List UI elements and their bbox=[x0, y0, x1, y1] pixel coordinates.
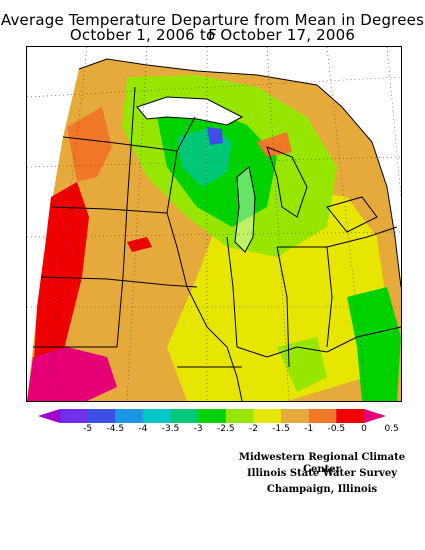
scale-swatch bbox=[115, 409, 144, 423]
credit-survey: Illinois State Water Survey bbox=[246, 468, 398, 479]
scale-tick-label: -1.5 bbox=[272, 424, 290, 434]
scale-arrow-min bbox=[38, 409, 60, 423]
lake-outlines bbox=[136, 96, 378, 253]
scale-tick-label: -2 bbox=[248, 424, 258, 434]
zone-magenta bbox=[27, 347, 117, 401]
zone-orange-ne bbox=[257, 132, 292, 157]
scale-tick-label: -4.5 bbox=[106, 424, 125, 434]
zone-red-spot bbox=[127, 237, 152, 252]
scale-swatch bbox=[308, 409, 337, 423]
scale-swatch bbox=[60, 409, 89, 423]
credit-organization: Midwestern Regional Climate Center bbox=[238, 452, 406, 475]
graticule bbox=[27, 47, 401, 401]
scale-swatch bbox=[142, 409, 172, 423]
map-title: Average Temperature Departure from Mean … bbox=[0, 11, 425, 44]
zone-green-se bbox=[347, 287, 401, 401]
scale-swatch bbox=[281, 409, 310, 423]
scale-tick-label: -5 bbox=[83, 424, 93, 434]
scale-tick-label: 0.5 bbox=[384, 424, 399, 434]
scale-swatch bbox=[87, 409, 116, 423]
scale-tick-label: -1 bbox=[304, 424, 314, 434]
scale-tick-label: -0.5 bbox=[327, 424, 346, 434]
zone-orange-west bbox=[67, 107, 112, 182]
scale-tick-label: -3 bbox=[193, 424, 203, 434]
scale-tick-label: -4 bbox=[138, 424, 148, 434]
scale-tick-label: 0 bbox=[361, 424, 367, 434]
zone-red-west bbox=[33, 182, 89, 377]
scale-tick-label: -3.5 bbox=[161, 424, 180, 434]
scale-swatch bbox=[225, 409, 254, 423]
scale-swatch bbox=[198, 409, 227, 423]
map-date-range: October 1, 2006 to October 17, 2006 bbox=[69, 26, 356, 44]
color-scale-bar bbox=[38, 409, 386, 423]
zone-green-s bbox=[277, 337, 327, 392]
credit-location: Champaign, Illinois bbox=[266, 484, 378, 495]
scale-tick-label: -2.5 bbox=[217, 424, 235, 434]
zone-blue bbox=[207, 127, 223, 145]
scale-swatch bbox=[170, 409, 199, 423]
scale-swatch bbox=[253, 409, 282, 423]
scale-arrow-max bbox=[364, 409, 386, 423]
scale-swatch bbox=[336, 409, 365, 423]
temperature-departure-map bbox=[26, 46, 402, 402]
lake-michigan bbox=[235, 167, 255, 252]
